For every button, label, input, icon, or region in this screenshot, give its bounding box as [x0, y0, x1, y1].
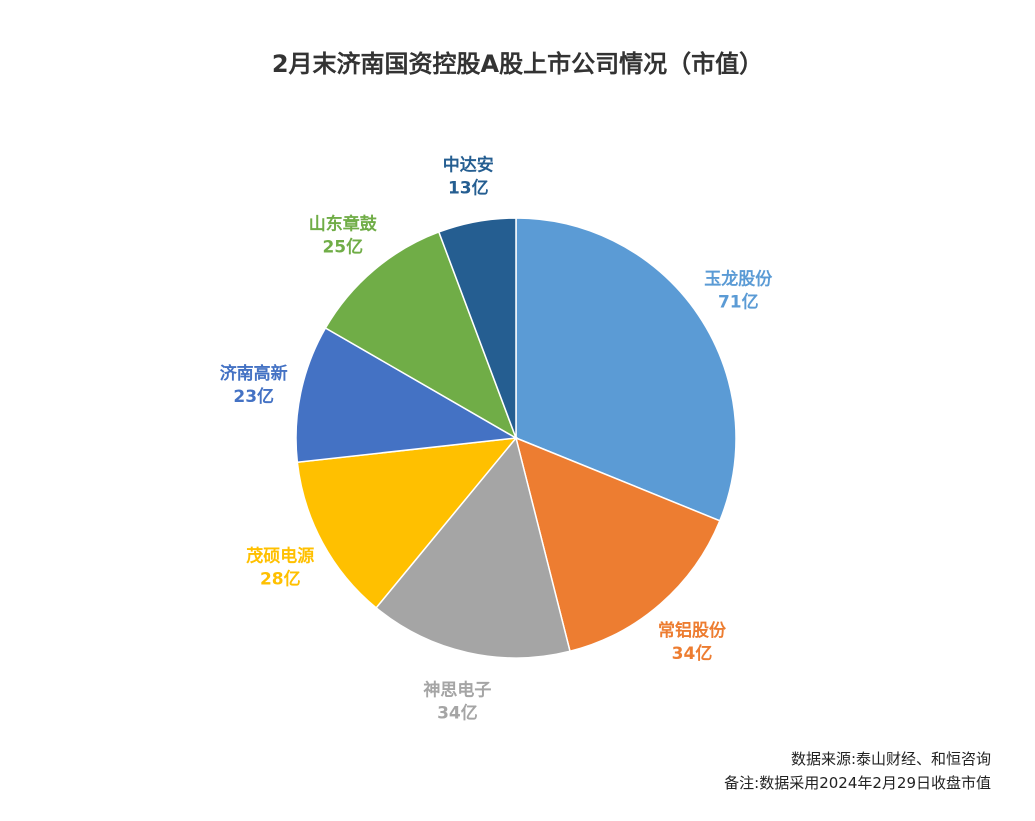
slice-name-0: 玉龙股份	[704, 268, 773, 289]
slice-label-3: 茂硕电源 28亿	[246, 546, 314, 590]
slice-name-2: 神思电子	[423, 680, 491, 701]
slice-name-3: 茂硕电源	[246, 546, 314, 567]
pie-slice-4	[295, 326, 519, 464]
slice-value-2: 34亿	[437, 703, 478, 724]
slice-name-1: 常铝股份	[658, 620, 727, 641]
pie-slices	[295, 217, 737, 659]
slice-value-4: 23亿	[233, 386, 274, 407]
slice-label-2: 神思电子 34亿	[423, 680, 491, 724]
slice-label-5: 山东章鼓 25亿	[309, 214, 378, 258]
chart-title: 2月末济南国资控股A股上市公司情况（市值）	[271, 50, 764, 78]
slice-name-4: 济南高新	[220, 363, 288, 384]
slice-value-1: 34亿	[672, 643, 713, 664]
slice-name-5: 山东章鼓	[309, 214, 378, 235]
slice-label-0: 玉龙股份 71亿	[704, 268, 773, 312]
slice-value-3: 28亿	[260, 569, 301, 590]
slice-value-5: 25亿	[322, 237, 363, 258]
pie-slice-6	[437, 217, 517, 439]
remark-note: 备注:数据采用2024年2月29日收盘市值	[724, 774, 991, 792]
pie-slice-2	[375, 436, 571, 659]
slice-value-6: 13亿	[448, 177, 489, 198]
slice-label-6: 中达安 13亿	[443, 154, 494, 198]
pie-slice-0	[515, 217, 737, 522]
slice-name-6: 中达安	[443, 154, 494, 175]
slice-label-1: 常铝股份 34亿	[658, 620, 727, 664]
slice-value-0: 71亿	[718, 291, 759, 312]
pie-slice-3	[296, 437, 518, 609]
slice-label-4: 济南高新 23亿	[220, 363, 288, 407]
pie-slice-5	[324, 231, 518, 440]
pie-slice-1	[514, 436, 721, 653]
data-source-note: 数据来源:泰山财经、和恒咨询	[790, 750, 991, 768]
